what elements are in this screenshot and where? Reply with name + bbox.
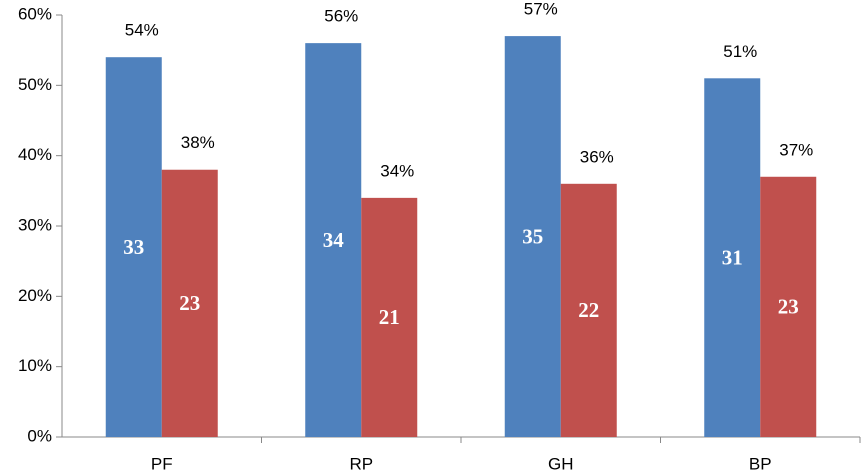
y-tick-label: 50% [18, 75, 52, 94]
bar [161, 169, 218, 437]
x-tick-label: PF [151, 454, 173, 473]
y-tick-label: 30% [18, 215, 52, 234]
count-label: 34 [323, 228, 345, 252]
value-label: 34% [380, 161, 414, 180]
count-label: 35 [522, 224, 543, 248]
count-label: 33 [123, 235, 144, 259]
y-tick-label: 40% [18, 145, 52, 164]
value-label: 56% [324, 7, 358, 26]
value-label: 37% [779, 140, 813, 159]
count-label: 23 [778, 295, 799, 319]
bar [305, 43, 362, 438]
x-tick-label: GH [548, 454, 574, 473]
bar [361, 197, 418, 437]
bar [560, 183, 617, 437]
bar [760, 176, 817, 437]
value-label: 54% [125, 21, 159, 40]
y-tick-label: 0% [27, 426, 52, 445]
x-tick-label: RP [349, 454, 373, 473]
bar [105, 57, 162, 437]
count-label: 21 [379, 305, 400, 329]
count-label: 23 [179, 291, 200, 315]
bar [704, 78, 761, 438]
count-label: 22 [578, 298, 599, 322]
y-tick-label: 60% [18, 4, 52, 23]
y-tick-label: 10% [18, 356, 52, 375]
x-tick-label: BP [749, 454, 772, 473]
value-label: 36% [580, 147, 614, 166]
count-label: 31 [722, 245, 743, 269]
value-label: 38% [181, 133, 215, 152]
value-label: 57% [524, 0, 558, 19]
value-label: 51% [723, 42, 757, 61]
bar [504, 36, 561, 437]
y-tick-label: 20% [18, 286, 52, 305]
